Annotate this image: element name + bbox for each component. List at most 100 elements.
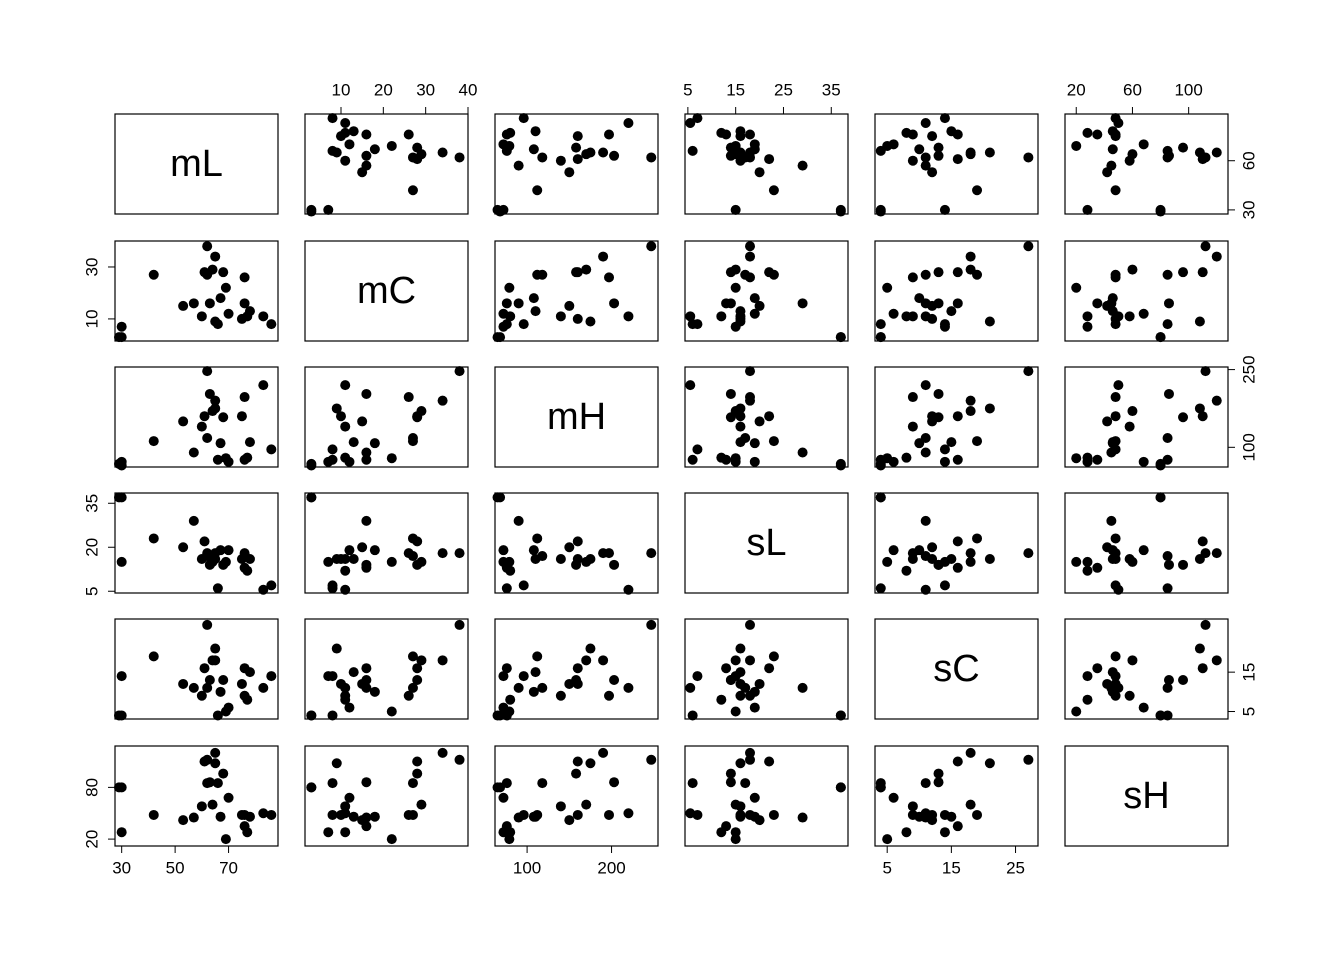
point	[1155, 710, 1166, 721]
point	[361, 515, 372, 526]
point	[939, 580, 950, 591]
point	[537, 682, 548, 693]
point	[914, 144, 925, 155]
point	[685, 118, 696, 129]
panel-frame	[304, 618, 469, 720]
point	[927, 411, 938, 422]
point	[735, 678, 746, 689]
point	[244, 667, 255, 678]
point	[513, 298, 524, 309]
point	[361, 821, 372, 832]
point	[716, 127, 727, 138]
point	[361, 454, 372, 465]
panel-frame	[874, 113, 1039, 215]
point	[454, 754, 465, 765]
point	[685, 682, 696, 693]
point	[236, 411, 247, 422]
point	[207, 264, 218, 275]
point	[323, 827, 334, 838]
point	[984, 758, 995, 769]
point	[340, 380, 351, 391]
point	[875, 583, 886, 594]
point	[492, 204, 503, 215]
point	[242, 694, 253, 705]
point	[555, 155, 566, 166]
panel-frame	[1064, 492, 1229, 594]
point	[1194, 643, 1205, 654]
panel-frame	[114, 240, 279, 342]
point	[939, 319, 950, 330]
point	[749, 139, 760, 150]
point	[528, 144, 539, 155]
point	[361, 812, 372, 823]
point	[1178, 412, 1189, 423]
y-tick-label: 80	[82, 778, 101, 797]
point	[882, 556, 893, 567]
point	[933, 768, 944, 779]
point	[196, 421, 207, 432]
point	[454, 366, 465, 377]
panel-frame	[114, 366, 279, 468]
point	[835, 332, 846, 343]
point	[202, 432, 213, 443]
point	[730, 204, 741, 215]
point	[369, 144, 380, 155]
point	[220, 282, 231, 293]
point	[361, 777, 372, 788]
panel-frame	[1064, 618, 1229, 720]
point	[386, 834, 397, 845]
point	[888, 792, 899, 803]
point	[745, 129, 756, 140]
point	[1110, 113, 1121, 124]
point	[504, 282, 515, 293]
point	[361, 388, 372, 399]
point	[236, 678, 247, 689]
point	[623, 118, 634, 129]
point	[412, 412, 423, 423]
point	[530, 811, 541, 822]
point	[530, 553, 541, 564]
point	[946, 437, 957, 448]
point	[188, 298, 199, 309]
variable-label: mC	[357, 270, 416, 312]
point	[646, 152, 657, 163]
point	[437, 548, 448, 559]
point	[745, 241, 756, 252]
point	[116, 556, 127, 567]
point	[725, 768, 736, 779]
point	[148, 436, 159, 447]
x-tick-label: 25	[774, 80, 793, 99]
point	[1110, 671, 1121, 682]
point	[116, 332, 127, 343]
point	[687, 778, 698, 789]
x-tick-label: 10	[332, 80, 351, 99]
panel-frame	[684, 366, 849, 468]
point	[1082, 694, 1093, 705]
point	[1107, 293, 1118, 304]
point	[901, 565, 912, 576]
point	[735, 306, 746, 317]
point	[735, 403, 746, 414]
point	[1162, 432, 1173, 443]
point	[1082, 452, 1093, 463]
point	[730, 827, 741, 838]
point	[518, 319, 529, 330]
point	[412, 142, 423, 153]
panel-frame	[874, 492, 1039, 594]
panel-frame	[684, 618, 849, 720]
point	[768, 436, 779, 447]
point	[513, 160, 524, 171]
point	[306, 492, 317, 503]
y-tick-label: 30	[82, 258, 101, 277]
panel-frame	[1064, 745, 1229, 847]
point	[210, 747, 221, 758]
point	[258, 682, 269, 693]
point	[882, 834, 893, 845]
point	[218, 675, 229, 686]
point	[754, 678, 765, 689]
point	[327, 145, 338, 156]
point	[835, 782, 846, 793]
point	[965, 799, 976, 810]
point	[340, 682, 351, 693]
point	[1162, 551, 1173, 562]
